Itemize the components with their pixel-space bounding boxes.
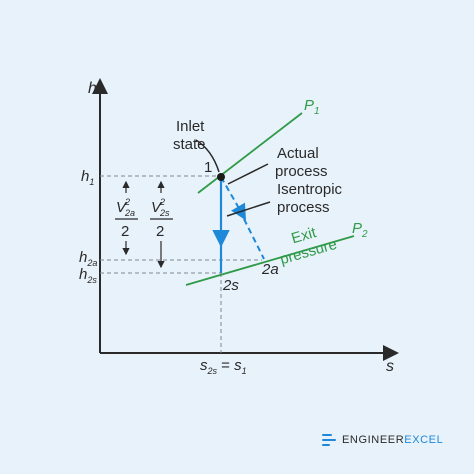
- x-axis-label: s: [386, 358, 394, 375]
- p2-label: P2: [352, 220, 368, 240]
- actual-process-tail: [243, 218, 265, 260]
- dashed-guides: [100, 175, 262, 353]
- h2a-subscript: 2a: [86, 258, 97, 268]
- h2s-subscript: 2s: [86, 275, 97, 285]
- h2a-label: h2a: [79, 249, 97, 268]
- h1-subscript: 1: [89, 177, 94, 187]
- y-axis-label: h: [88, 80, 97, 97]
- isentropic-process-label: Isentropic process: [277, 181, 346, 216]
- engineerexcel-logo: ENGINEEREXCEL: [322, 434, 443, 446]
- inlet-state-leader: [195, 139, 220, 173]
- actual-process-leader: [227, 163, 269, 185]
- v2a-fraction: V2 2a 2: [115, 197, 138, 240]
- svg-text:Exit: Exit: [289, 224, 319, 247]
- point-2a-label: 2a: [261, 261, 279, 278]
- actual-process-arrow: [220, 176, 246, 221]
- isentropic-process-leader: [226, 201, 271, 217]
- point-1-label: 1: [204, 159, 212, 176]
- brand-wordmark: ENGINEEREXCEL: [342, 434, 444, 446]
- p1-subscript: 1: [314, 106, 320, 117]
- point-2s-label: 2s: [222, 277, 239, 294]
- exit-pressure-label: Exit pressure: [278, 224, 339, 268]
- v2s-fraction: V2 2s 2: [150, 197, 173, 240]
- svg-text:2: 2: [156, 223, 164, 240]
- state-point-1: [217, 173, 225, 181]
- h2s-label: h2s: [79, 266, 97, 285]
- p2-isobar: [185, 235, 355, 286]
- actual-process-label: Actual process: [275, 145, 328, 180]
- svg-text:2: 2: [121, 223, 129, 240]
- s2s-equals-s1-label: s2s = s1: [200, 357, 247, 376]
- h1-label: h1: [81, 168, 94, 187]
- p1-label: P1: [304, 97, 320, 117]
- inlet-state-label: Inlet state: [173, 118, 209, 153]
- p2-subscript: 2: [361, 229, 368, 240]
- p1-isobar: [197, 112, 303, 194]
- brand-lines-icon: [322, 434, 336, 446]
